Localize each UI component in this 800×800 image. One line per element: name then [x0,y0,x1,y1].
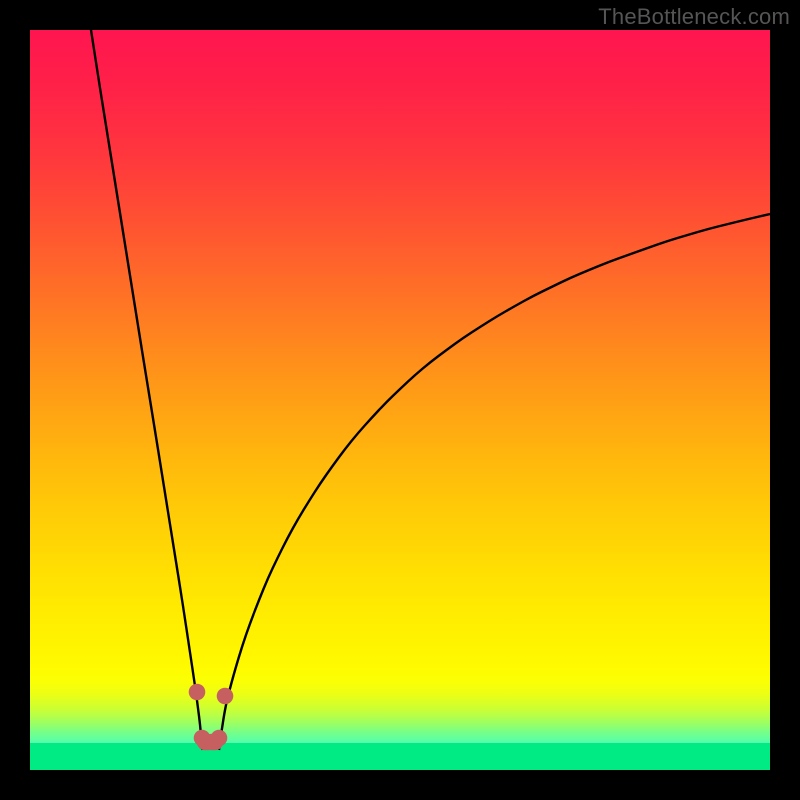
cluster-marker [211,730,228,747]
chart-container: TheBottleneck.com [0,0,800,800]
plot-area [30,30,770,770]
watermark-text: TheBottleneck.com [598,4,790,30]
cluster-marker [217,688,234,705]
chart-svg [30,30,770,770]
bottom-green-stripe [30,743,770,770]
cluster-marker [189,684,206,701]
gradient-background [30,30,770,770]
